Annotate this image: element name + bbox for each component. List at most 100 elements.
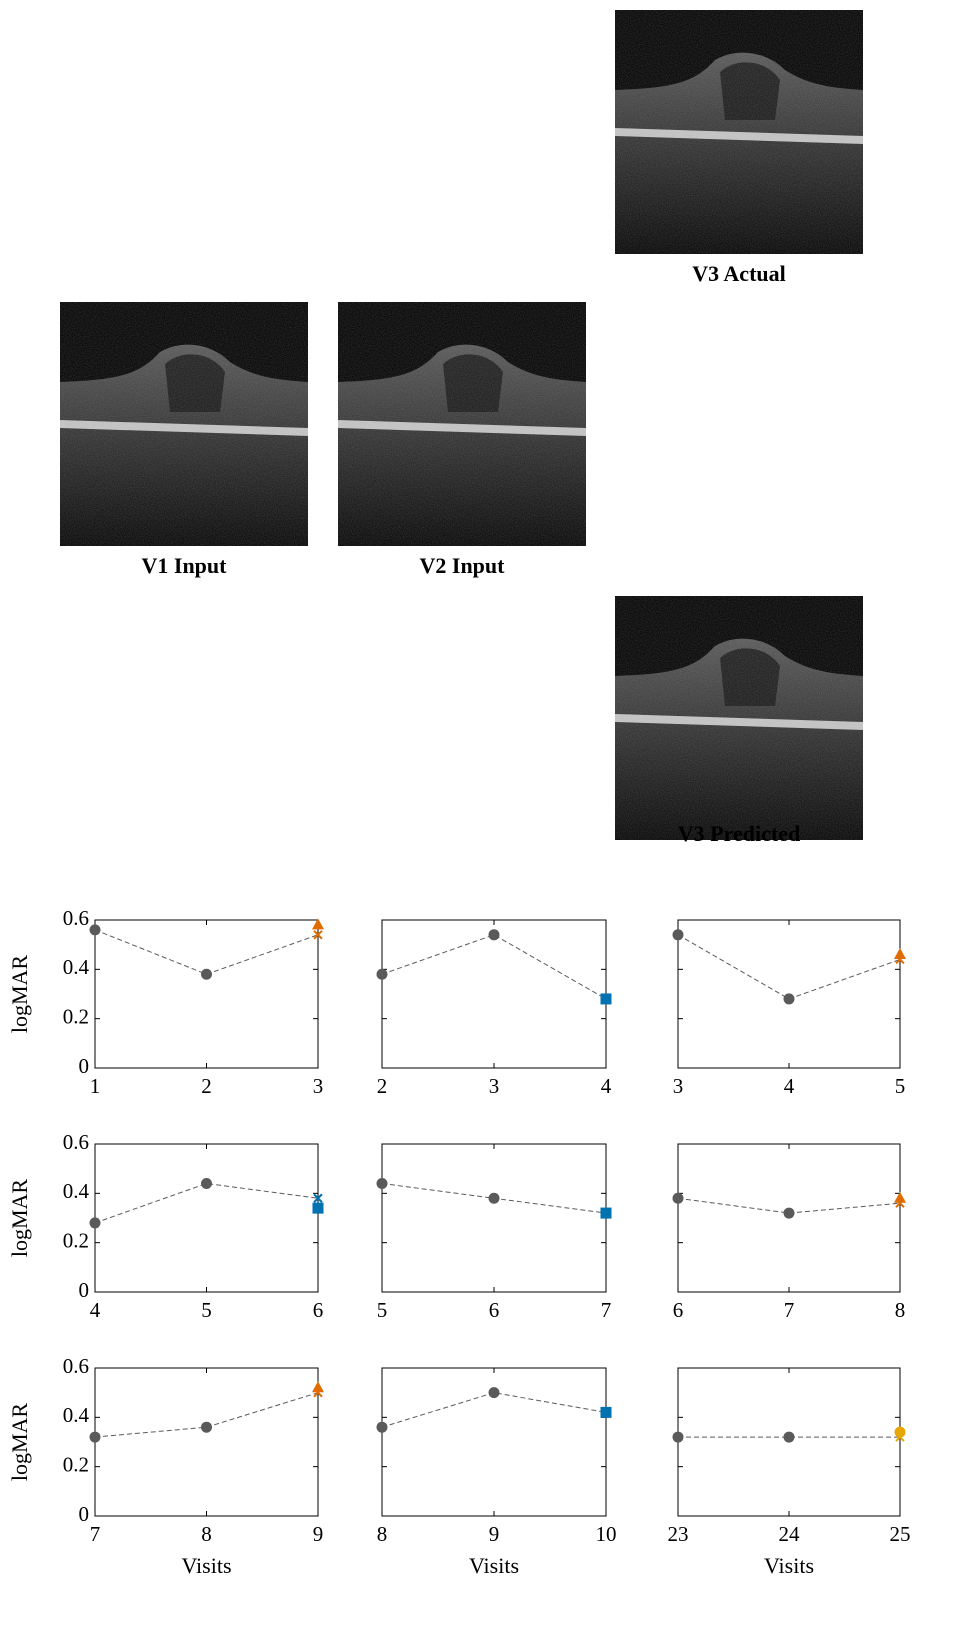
marker xyxy=(312,1381,324,1393)
image-caption: V2 Input xyxy=(420,553,506,578)
marker xyxy=(201,968,212,980)
line-chart: 8 9 10 Visits xyxy=(376,1367,617,1578)
x-tick-label: 7 xyxy=(90,1522,101,1546)
marker xyxy=(89,924,101,936)
x-tick-label: 4 xyxy=(601,1074,612,1098)
image-caption: V3 Predicted xyxy=(678,821,800,846)
line-chart: 0 0.2 0.4 0.6 4 5 6 logMAR xyxy=(7,1130,324,1322)
data-line xyxy=(94,929,319,975)
y-axis-label: logMAR xyxy=(7,1179,32,1258)
y-tick-label: 0.2 xyxy=(63,1452,89,1476)
marker xyxy=(894,1426,906,1438)
x-tick-label: 5 xyxy=(377,1298,388,1322)
image-caption: V3 Actual xyxy=(692,261,786,286)
marker xyxy=(313,930,323,940)
marker xyxy=(894,948,906,960)
marker xyxy=(672,1192,684,1204)
line-chart: 2 3 4 xyxy=(376,919,612,1098)
line-chart: 23 24 25 Visits xyxy=(668,1367,911,1578)
x-axis-label: Visits xyxy=(181,1553,231,1578)
line-chart: 3 4 5 xyxy=(672,919,906,1098)
marker xyxy=(376,1177,388,1189)
marker xyxy=(600,1406,612,1418)
marker xyxy=(783,1431,795,1443)
marker xyxy=(783,993,795,1005)
marker xyxy=(376,1421,388,1433)
y-tick-label: 0.4 xyxy=(63,955,90,979)
x-tick-label: 4 xyxy=(784,1074,795,1098)
x-tick-label: 5 xyxy=(201,1298,212,1322)
x-tick-label: 2 xyxy=(377,1074,388,1098)
line-chart: 0 0.2 0.4 0.6 7 8 9 logMAR Visits xyxy=(7,1354,324,1578)
marker xyxy=(488,929,500,941)
plot-frame xyxy=(94,1143,319,1293)
x-tick-label: 9 xyxy=(489,1522,500,1546)
line-chart: 5 6 7 xyxy=(376,1143,612,1322)
line-chart: 0 0.2 0.4 0.6 1 2 3 logMAR xyxy=(7,906,324,1098)
x-tick-label: 9 xyxy=(313,1522,324,1546)
marker xyxy=(488,1387,500,1399)
x-tick-label: 8 xyxy=(201,1522,212,1546)
y-tick-label: 0.2 xyxy=(63,1228,89,1252)
marker xyxy=(312,918,324,930)
oct-scan xyxy=(60,10,863,840)
plot-frame xyxy=(381,1143,607,1293)
marker xyxy=(313,1193,323,1203)
data-line xyxy=(677,934,901,1000)
y-tick-label: 0.4 xyxy=(63,1403,90,1427)
x-tick-label: 6 xyxy=(489,1298,500,1322)
plot-frame xyxy=(94,1367,319,1517)
data-line xyxy=(94,1182,319,1224)
x-tick-label: 1 xyxy=(90,1074,101,1098)
marker xyxy=(672,929,684,941)
marker xyxy=(672,1431,684,1443)
plot-frame xyxy=(677,919,901,1069)
line-chart: 6 7 8 xyxy=(672,1143,906,1322)
y-axis-label: logMAR xyxy=(7,1403,32,1482)
y-tick-label: 0.2 xyxy=(63,1004,89,1028)
y-axis-label: logMAR xyxy=(7,955,32,1034)
x-tick-label: 6 xyxy=(673,1298,684,1322)
plot-frame xyxy=(381,1367,607,1517)
x-tick-label: 25 xyxy=(890,1522,911,1546)
data-line xyxy=(381,1392,607,1428)
x-tick-label: 24 xyxy=(779,1522,801,1546)
x-axis-label: Visits xyxy=(764,1553,814,1578)
x-tick-label: 7 xyxy=(601,1298,612,1322)
x-tick-label: 8 xyxy=(377,1522,388,1546)
marker xyxy=(600,1207,612,1219)
marker xyxy=(376,968,388,980)
plot-frame xyxy=(677,1143,901,1293)
y-tick-label: 0.6 xyxy=(63,906,89,930)
marker xyxy=(201,1421,212,1433)
x-tick-label: 8 xyxy=(895,1298,906,1322)
x-axis-label: Visits xyxy=(469,1553,519,1578)
data-line xyxy=(381,934,607,1000)
plot-frame xyxy=(381,919,607,1069)
marker xyxy=(89,1431,101,1443)
x-tick-label: 3 xyxy=(489,1074,500,1098)
marker xyxy=(488,1192,500,1204)
y-tick-label: 0 xyxy=(79,1054,90,1078)
y-tick-label: 0.6 xyxy=(63,1354,89,1378)
x-tick-label: 7 xyxy=(784,1298,795,1322)
marker xyxy=(894,1191,906,1203)
y-tick-label: 0 xyxy=(79,1502,90,1526)
x-tick-label: 23 xyxy=(668,1522,689,1546)
y-tick-label: 0.6 xyxy=(63,1130,89,1154)
marker xyxy=(783,1207,795,1219)
x-tick-label: 6 xyxy=(313,1298,324,1322)
x-tick-label: 4 xyxy=(90,1298,101,1322)
image-caption: V1 Input xyxy=(142,553,228,578)
y-tick-label: 0 xyxy=(79,1278,90,1302)
x-tick-label: 3 xyxy=(313,1074,324,1098)
marker xyxy=(89,1217,101,1229)
marker xyxy=(312,1202,324,1214)
plot-frame xyxy=(94,919,319,1069)
x-tick-label: 10 xyxy=(596,1522,617,1546)
marker xyxy=(600,993,612,1005)
x-tick-label: 2 xyxy=(201,1074,212,1098)
x-tick-label: 5 xyxy=(895,1074,906,1098)
